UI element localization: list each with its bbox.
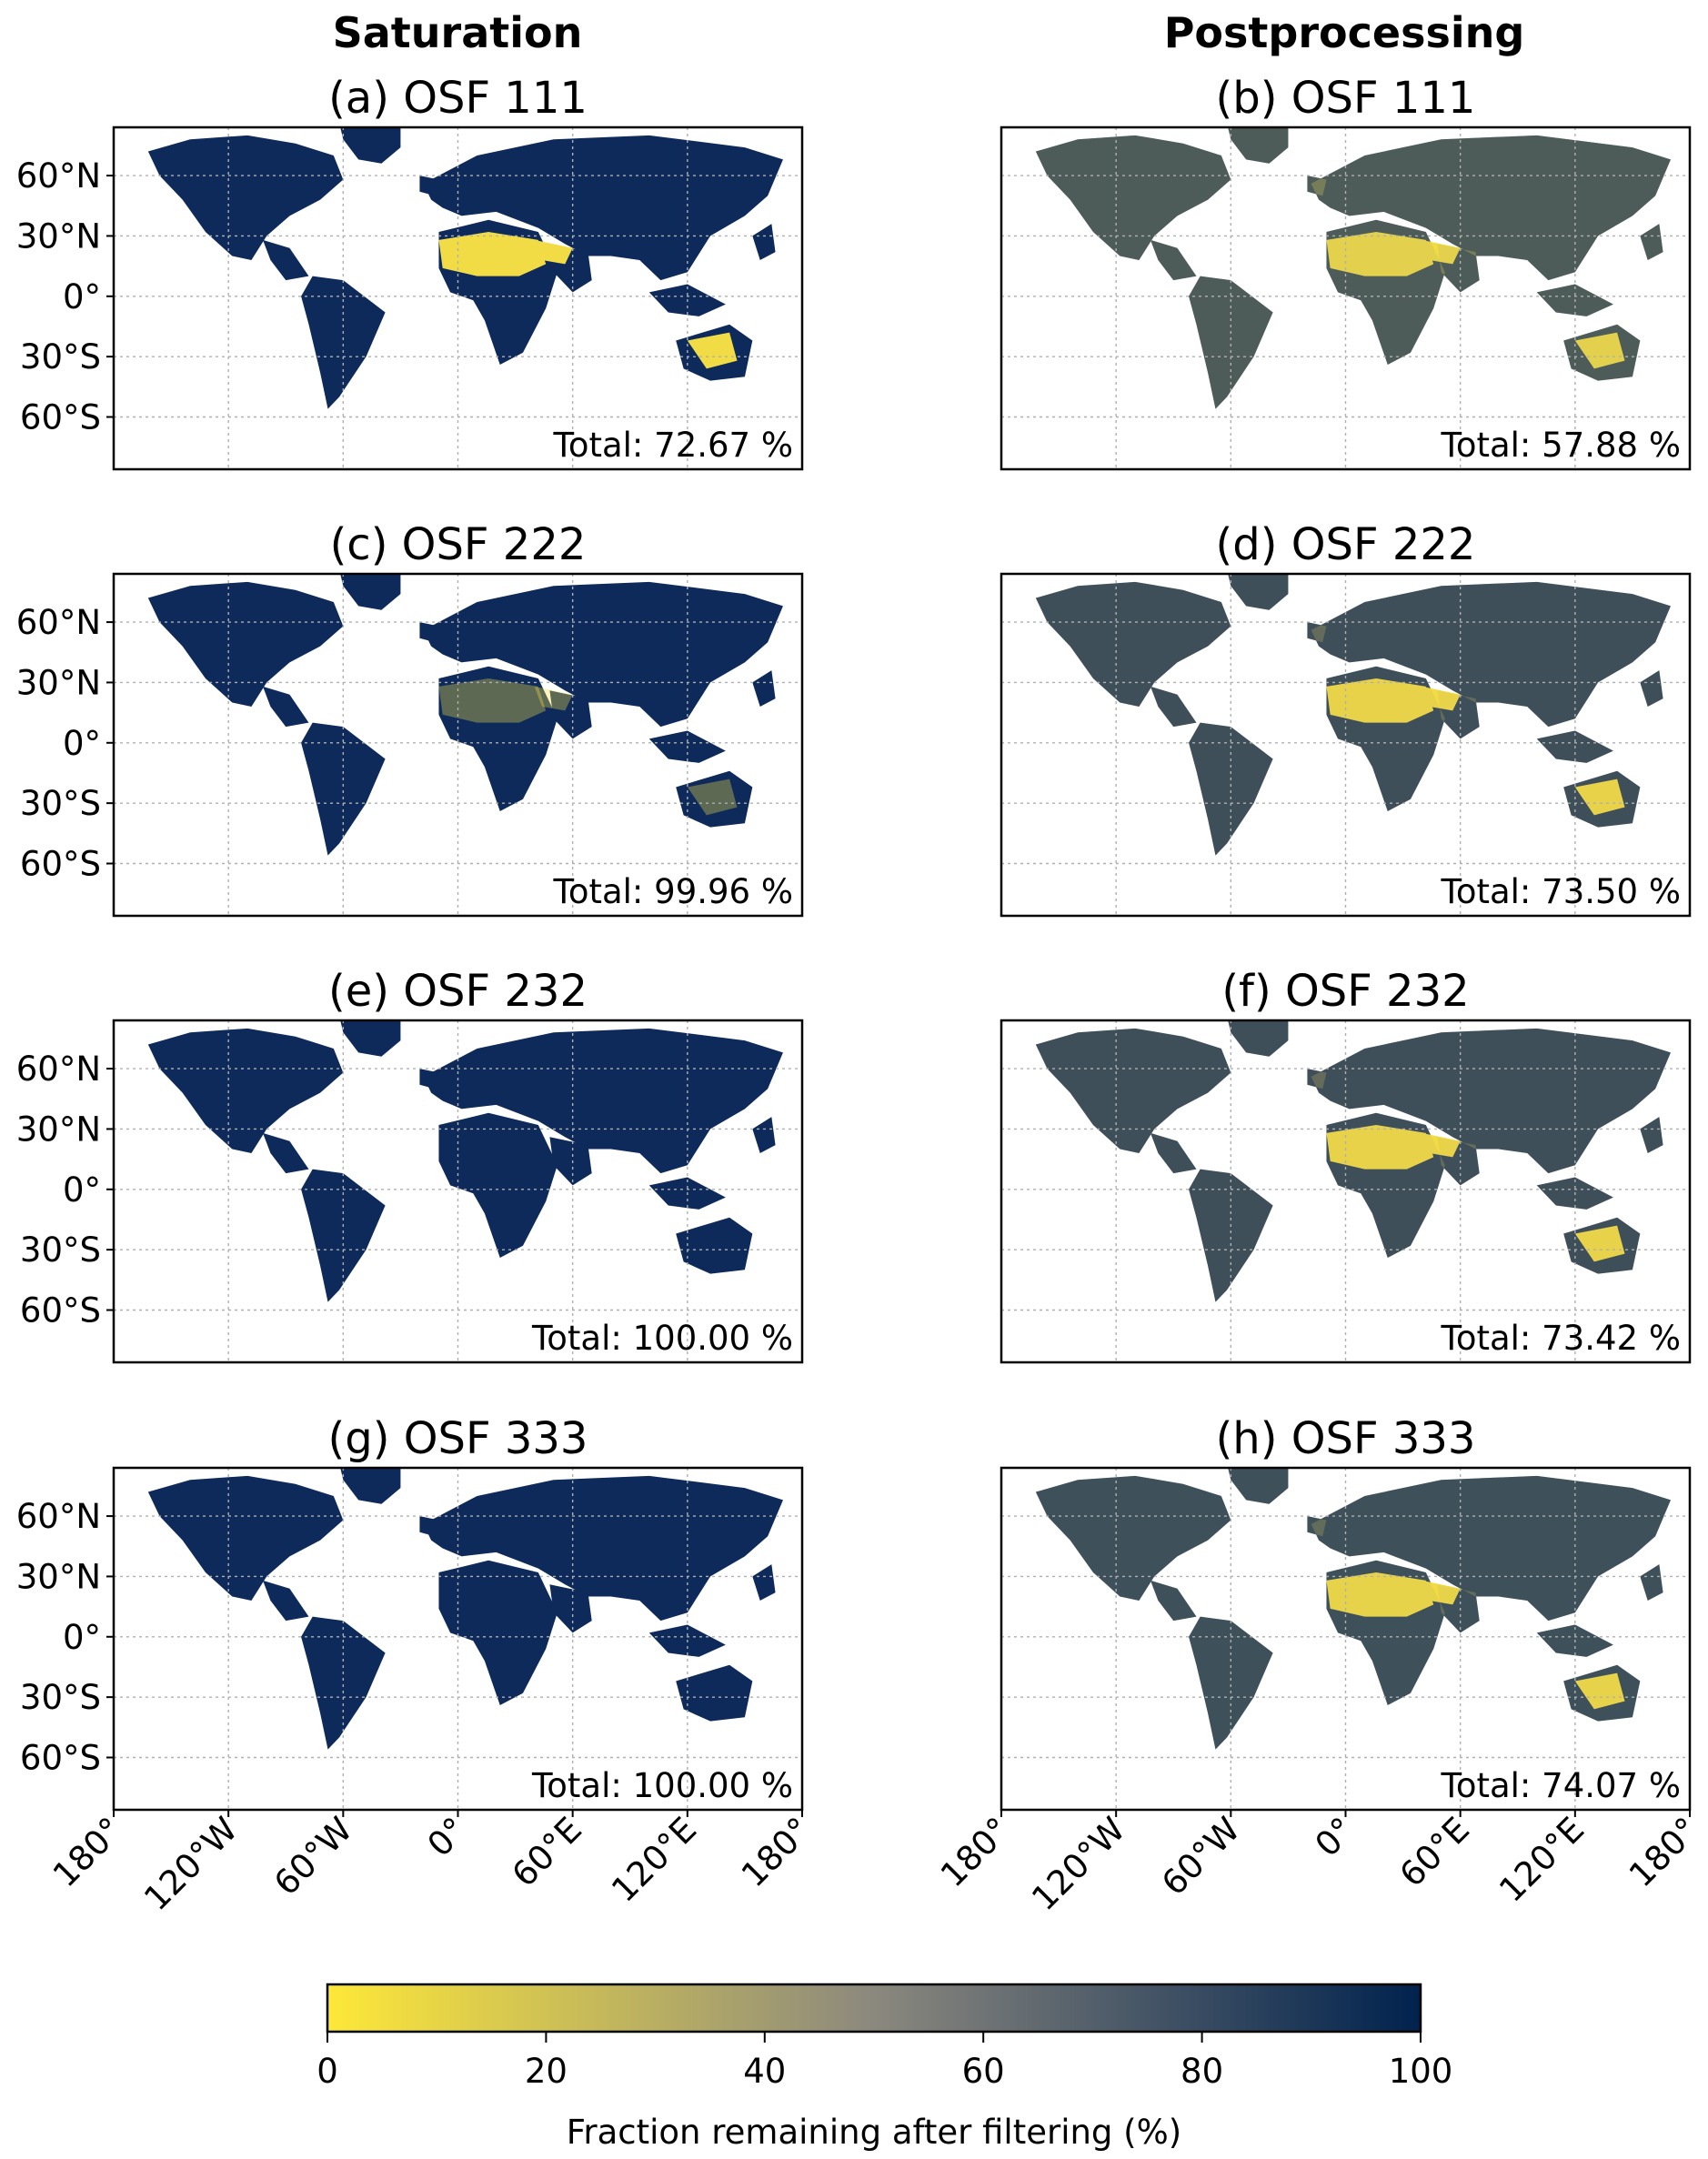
lon-tick-label: 180° bbox=[734, 1810, 819, 1894]
map-panel: (c) OSF 222 60°N 30°N 0° 30°S 60°S Total: 99.9… bbox=[16, 519, 804, 918]
lat-tick-label: 30°N bbox=[16, 1110, 101, 1149]
lat-tick-label: 60°N bbox=[16, 603, 101, 642]
lat-tick-label: 60°N bbox=[16, 1497, 101, 1536]
map-panels: (a) OSF 111 60°N 30°N 0° 30°S 60°S Total: 72.6… bbox=[16, 73, 1707, 1918]
lat-tick-label: 30°N bbox=[16, 216, 101, 256]
lon-tick-label: 60°E bbox=[505, 1810, 589, 1894]
panel-title: (c) OSF 222 bbox=[330, 519, 587, 570]
colorbar-tick-label: 20 bbox=[525, 2052, 568, 2091]
total-annotation: Total: 100.00 % bbox=[531, 1766, 793, 1805]
lat-tick-label: 60°N bbox=[16, 1049, 101, 1089]
panel-title: (h) OSF 333 bbox=[1216, 1413, 1476, 1464]
map-panel: (d) OSF 222 Total: 73.50 % bbox=[1000, 519, 1692, 918]
lat-tick-label: 60°N bbox=[16, 156, 101, 196]
lon-tick-label: 120°W bbox=[136, 1810, 245, 1918]
lon-tick-label: 120°E bbox=[1492, 1810, 1592, 1910]
column-heading-saturation: Saturation bbox=[333, 8, 583, 57]
lat-tick-label: 30°N bbox=[16, 663, 101, 702]
panel-title: (d) OSF 222 bbox=[1216, 519, 1476, 570]
total-annotation: Total: 72.67 % bbox=[553, 426, 793, 465]
lat-tick-label: 30°S bbox=[20, 1678, 101, 1717]
total-annotation: Total: 73.50 % bbox=[1441, 872, 1681, 911]
lon-tick-label: 0° bbox=[1308, 1810, 1362, 1864]
map-panel: (b) OSF 111 Total: 57.88 % bbox=[1000, 73, 1692, 471]
colorbar-tick-label: 80 bbox=[1181, 2052, 1223, 2091]
lat-tick-label: 30°N bbox=[16, 1557, 101, 1596]
panel-frame bbox=[1000, 572, 1692, 918]
lon-tick-label: 0° bbox=[420, 1810, 475, 1864]
lon-tick-label: 180° bbox=[933, 1810, 1018, 1894]
map-panel: (a) OSF 111 60°N 30°N 0° 30°S 60°S Total: 72.6… bbox=[16, 73, 804, 471]
lat-tick-label: 30°S bbox=[20, 337, 101, 377]
lat-tick-label: 60°S bbox=[20, 1738, 101, 1777]
panel-frame bbox=[112, 572, 804, 918]
colorbar-tick-label: 0 bbox=[316, 2052, 338, 2091]
lon-tick-label: 180° bbox=[1622, 1810, 1706, 1894]
lon-tick-label: 60°W bbox=[266, 1810, 360, 1903]
lon-tick-label: 120°E bbox=[604, 1810, 704, 1910]
map-panel: (e) OSF 232 60°N 30°N 0° 30°S 60°S Total: 100.… bbox=[16, 966, 804, 1364]
lon-tick-label: 60°W bbox=[1154, 1810, 1248, 1903]
panel-frame bbox=[1000, 1019, 1692, 1364]
lat-tick-label: 30°S bbox=[20, 784, 101, 823]
total-annotation: Total: 100.00 % bbox=[531, 1319, 793, 1358]
lat-tick-label: 0° bbox=[63, 277, 101, 316]
lat-tick-label: 0° bbox=[63, 1170, 101, 1210]
panel-title: (e) OSF 232 bbox=[328, 966, 588, 1017]
colorbar-tick-label: 40 bbox=[743, 2052, 786, 2091]
lon-tick-label: 60°E bbox=[1392, 1810, 1477, 1894]
lat-tick-label: 60°S bbox=[20, 844, 101, 883]
map-panel: (f) OSF 232 Total: 73.42 % bbox=[1000, 966, 1692, 1364]
panel-frame bbox=[112, 126, 804, 471]
lat-tick-label: 0° bbox=[63, 1618, 101, 1657]
lat-tick-label: 60°S bbox=[20, 1290, 101, 1330]
colorbar: 0 20 40 60 80 100 Fraction remaining after fi… bbox=[316, 1983, 1453, 2152]
panel-title: (f) OSF 232 bbox=[1221, 966, 1469, 1017]
panel-title: (b) OSF 111 bbox=[1216, 73, 1476, 124]
panel-frame bbox=[1000, 126, 1692, 471]
panel-title: (a) OSF 111 bbox=[328, 73, 588, 124]
lat-tick-label: 60°S bbox=[20, 397, 101, 437]
total-annotation: Total: 73.42 % bbox=[1441, 1319, 1681, 1358]
lat-tick-label: 0° bbox=[63, 724, 101, 763]
colorbar-gradient bbox=[326, 1983, 1422, 2033]
colorbar-tick-label: 100 bbox=[1389, 2052, 1453, 2091]
lat-tick-label: 30°S bbox=[20, 1230, 101, 1270]
lon-tick-label: 180° bbox=[45, 1810, 130, 1894]
panel-frame bbox=[112, 1019, 804, 1364]
panel-title: (g) OSF 333 bbox=[328, 1413, 588, 1464]
colorbar-label: Fraction remaining after filtering (%) bbox=[567, 2113, 1181, 2152]
total-annotation: Total: 57.88 % bbox=[1441, 426, 1681, 465]
column-heading-postprocessing: Postprocessing bbox=[1164, 8, 1525, 57]
total-annotation: Total: 99.96 % bbox=[553, 872, 793, 911]
total-annotation: Total: 74.07 % bbox=[1441, 1766, 1681, 1805]
colorbar-tick-label: 60 bbox=[962, 2052, 1005, 2091]
lon-tick-label: 120°W bbox=[1024, 1810, 1132, 1918]
